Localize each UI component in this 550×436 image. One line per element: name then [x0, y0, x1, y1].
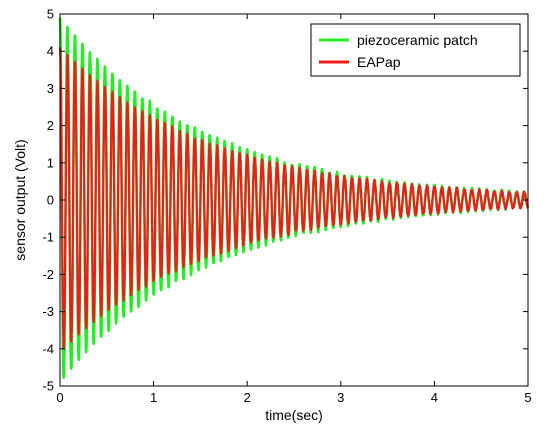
- y-tick-label: -5: [42, 379, 54, 394]
- y-tick-label: -2: [42, 267, 54, 282]
- y-axis-label: sensor output (Volt): [12, 139, 28, 260]
- y-tick-label: 1: [47, 155, 54, 170]
- x-tick-label: 0: [56, 390, 63, 405]
- legend-label-piezoceramic: piezoceramic patch: [357, 32, 478, 48]
- y-tick-label: 5: [47, 7, 54, 22]
- x-tick-label: 2: [244, 390, 251, 405]
- legend-label-eapap: EAPap: [357, 54, 401, 70]
- y-tick-label: 2: [47, 118, 54, 133]
- x-tick-label: 4: [431, 390, 438, 405]
- legend: piezoceramic patch EAPap: [310, 23, 521, 77]
- x-tick-label: 1: [150, 390, 157, 405]
- y-tick-label: -3: [42, 304, 54, 319]
- legend-box: [310, 23, 521, 77]
- x-tick-label: 3: [337, 390, 344, 405]
- y-tick-label: -1: [42, 230, 54, 245]
- x-tick-label: 5: [524, 390, 531, 405]
- y-tick-label: -4: [42, 341, 54, 356]
- y-tick-label: 3: [47, 81, 54, 96]
- x-axis-label: time(sec): [265, 407, 323, 423]
- series-line-eapap: [58, 47, 529, 350]
- y-tick-label: 0: [47, 193, 54, 208]
- y-tick-label: 4: [47, 44, 54, 59]
- ticks-layer: 0 1 2 3 4 5 5 4 3 2 1 0 -1 -2 -3 -4 -5: [42, 7, 531, 406]
- series-layer: [58, 17, 530, 379]
